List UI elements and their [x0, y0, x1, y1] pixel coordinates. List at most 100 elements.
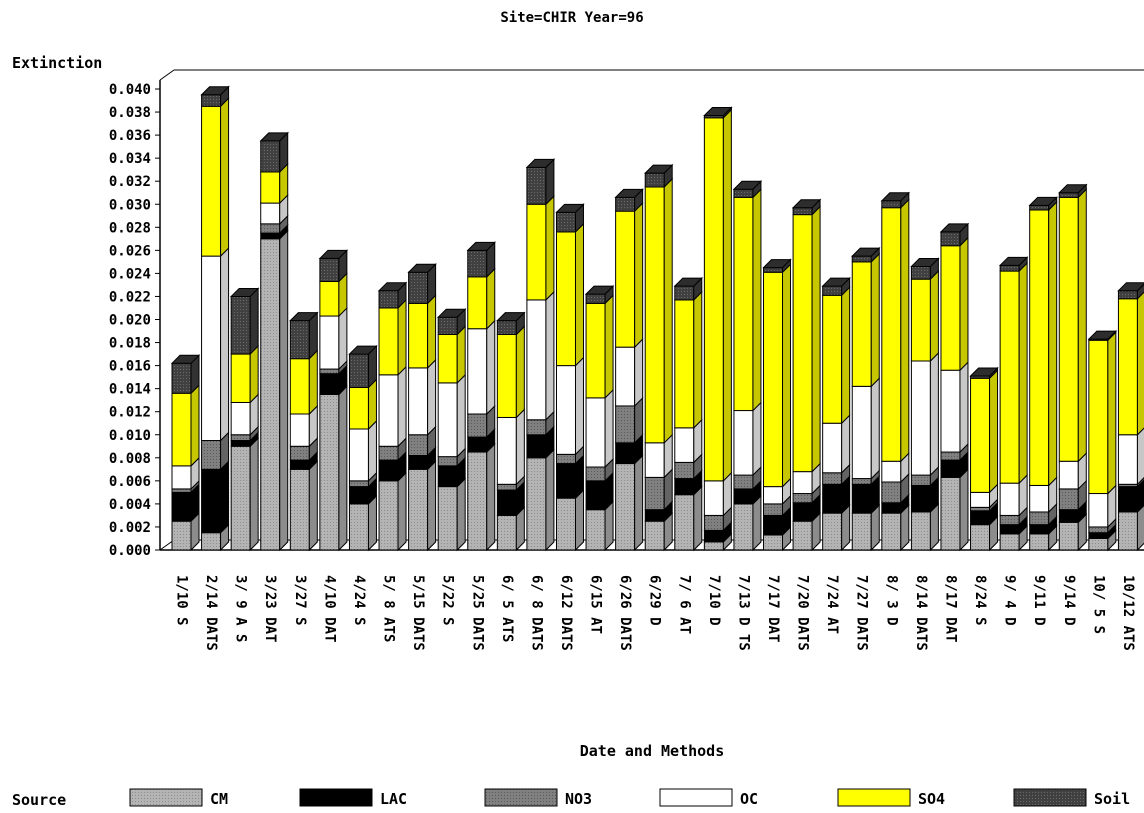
- bar-stack: [969, 366, 999, 552]
- bar-segment-oc: [940, 369, 961, 453]
- bar-side-so4: [1018, 261, 1028, 485]
- bar-top: [851, 247, 881, 257]
- bar-segment-no3: [171, 488, 192, 493]
- x-tick-label: 7/13 D TS: [735, 575, 751, 651]
- bar-segment-so4: [555, 231, 576, 367]
- bar-segment-oc: [260, 202, 281, 225]
- bar-side-oc: [870, 377, 880, 480]
- bar-segment-lac: [822, 483, 843, 514]
- bar-segment-oc: [585, 397, 606, 468]
- bar-segment-lac: [496, 489, 517, 516]
- bar-side-so4: [456, 325, 466, 385]
- bar-segment-lac: [171, 491, 192, 522]
- bar-segment-no3: [644, 476, 665, 511]
- bar-segment-oc: [1029, 484, 1050, 513]
- x-tick-label: 8/24 S: [972, 575, 988, 626]
- legend-label-lac: LAC: [380, 790, 407, 808]
- bar-segment-oc: [733, 410, 754, 476]
- bar-segment-lac: [999, 524, 1020, 535]
- bar-stack: [762, 258, 792, 552]
- bar-stack: [910, 257, 940, 552]
- bar-segment-oc: [437, 382, 458, 458]
- bar-segment-so4: [171, 392, 192, 467]
- bar-side-so4: [1107, 331, 1117, 495]
- bar-segment-oc: [644, 442, 665, 478]
- bar-side-so4: [693, 290, 703, 430]
- bar-top: [348, 345, 378, 355]
- bar-segment-soil: [763, 267, 784, 273]
- y-tick-label: 0.040: [109, 82, 151, 98]
- bar-segment-no3: [999, 514, 1020, 526]
- bar-segment-so4: [703, 117, 724, 482]
- bar-top: [732, 180, 763, 190]
- bar-segment-so4: [851, 261, 872, 387]
- bar-segment-no3: [881, 481, 902, 504]
- bar-segment-no3: [703, 514, 724, 531]
- bar-side-so4: [752, 188, 762, 412]
- bar-stack: [821, 276, 851, 552]
- bar-stack: [1117, 282, 1144, 552]
- bar-segment-so4: [289, 358, 310, 415]
- bar-segment-soil: [1029, 204, 1050, 211]
- bar-side-oc: [545, 290, 555, 421]
- y-tick-label: 0.010: [109, 428, 151, 444]
- bar-segment-no3: [496, 483, 517, 491]
- bar-stack: [289, 311, 319, 552]
- bar-segment-soil: [348, 353, 369, 388]
- bar-segment-oc: [1058, 460, 1079, 490]
- bar-side-oc: [367, 419, 377, 483]
- x-tick-label: 10/12 ATS: [1120, 575, 1136, 651]
- bar-top: [673, 277, 703, 287]
- bar-segment-so4: [348, 386, 369, 430]
- y-tick-label: 0.008: [109, 451, 151, 467]
- bar-segment-lac: [260, 232, 281, 240]
- bar-segment-so4: [260, 171, 281, 204]
- bar-side-cm: [308, 460, 318, 552]
- x-tick-label: 10/ 5 S: [1090, 575, 1106, 634]
- bar-segment-lac: [792, 502, 813, 522]
- bar-stack: [200, 85, 230, 552]
- x-tick-label: 9/11 D: [1031, 575, 1047, 626]
- bar-segment-oc: [171, 465, 192, 490]
- bar-top: [555, 203, 585, 213]
- bar-segment-oc: [970, 491, 991, 508]
- bar-side-oc: [959, 361, 969, 454]
- bar-segment-no3: [615, 405, 636, 444]
- bar-top: [407, 263, 437, 273]
- bar-side-oc: [220, 246, 230, 442]
- bar-stack: [555, 203, 585, 552]
- x-tick-label: 5/25 DATS: [469, 575, 485, 651]
- legend: Source CM LAC NO3 OC SO4 Soil: [12, 788, 1130, 809]
- y-tick-label: 0.006: [109, 474, 151, 490]
- bar-segment-so4: [1117, 298, 1138, 436]
- x-tick-label: 6/ 8 DATS: [528, 575, 544, 651]
- bar-stack: [170, 354, 201, 552]
- bar-top: [259, 132, 289, 142]
- bar-segment-cm: [792, 520, 813, 551]
- bar-segment-so4: [792, 214, 813, 473]
- bar-segment-oc: [555, 365, 576, 455]
- bar-segment-so4: [674, 299, 695, 429]
- bar-stack: [791, 198, 822, 552]
- bar-side-so4: [811, 205, 821, 473]
- bar-stack: [229, 287, 260, 552]
- bar-top: [998, 256, 1029, 266]
- x-tick-label: 9/14 D: [1061, 575, 1077, 626]
- bar-segment-cm: [822, 512, 843, 551]
- bar-segment-no3: [289, 445, 310, 461]
- bar-segment-lac: [910, 484, 931, 513]
- bar-segment-soil: [585, 293, 606, 304]
- bar-segment-so4: [201, 105, 222, 257]
- bar-side-oc: [929, 351, 939, 477]
- bar-segment-soil: [289, 320, 310, 360]
- bar-side-so4: [308, 349, 318, 416]
- bar-segment-so4: [319, 280, 340, 317]
- bar-segment-cm: [1117, 511, 1138, 551]
- bar-segment-lac: [585, 480, 606, 511]
- bar-side-cm: [367, 494, 377, 552]
- bar-segment-lac: [615, 442, 636, 465]
- bar-segment-oc: [881, 460, 902, 483]
- bar-segment-cm: [970, 524, 991, 551]
- y-tick-label: 0.028: [109, 220, 151, 236]
- y-tick-label: 0.038: [109, 105, 151, 121]
